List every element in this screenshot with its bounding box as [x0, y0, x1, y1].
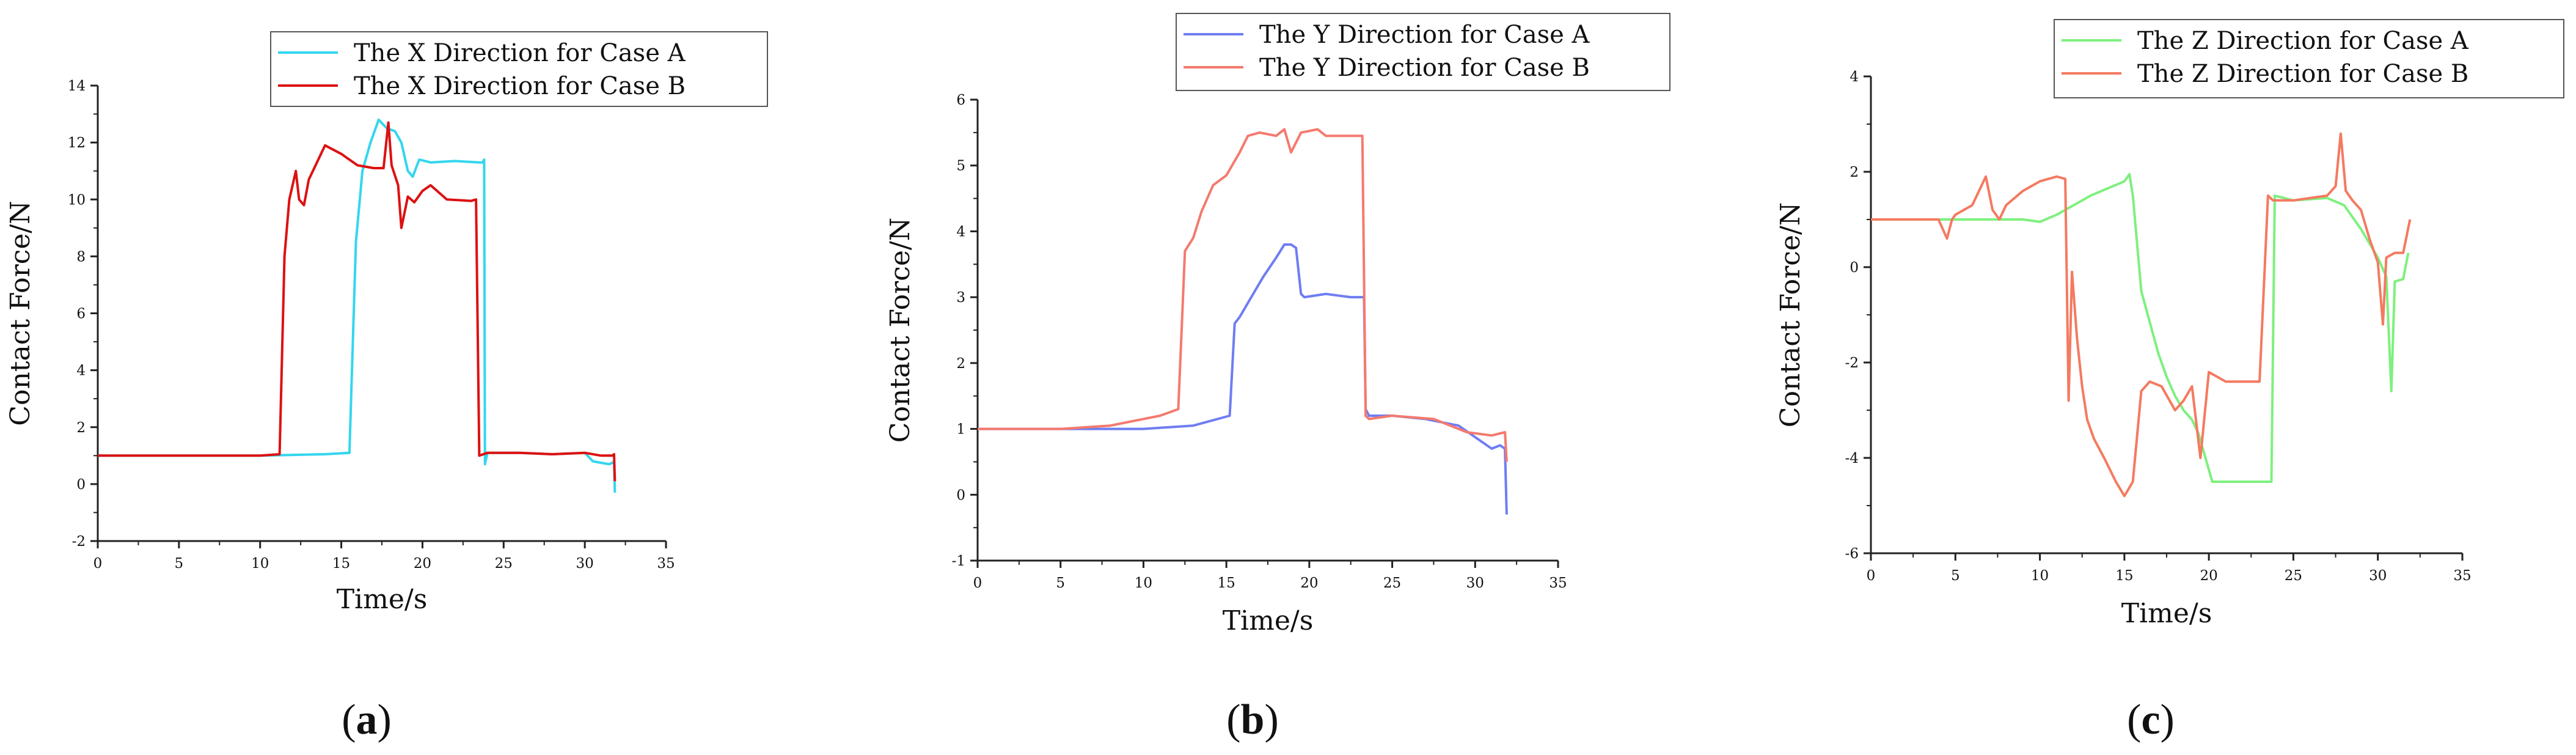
x-tick-label: 35 — [1549, 575, 1567, 591]
y-tick-label: -2 — [1845, 355, 1859, 371]
y-tick-label: 4 — [76, 363, 86, 379]
chart-c: -6 -4 -2 0 2 4 0 5 10 15 20 25 30 35 Time/s Contact For… — [1775, 19, 2564, 743]
x-tick-label: 0 — [1867, 568, 1876, 584]
series-line-case-b — [1871, 132, 2412, 498]
x-tick-label: 30 — [1466, 575, 1484, 591]
subfigure-caption: (b) — [1226, 696, 1279, 743]
x-tick-label: 20 — [414, 556, 431, 572]
x-tick-label: 15 — [2115, 568, 2133, 584]
y-tick-label: 2 — [1850, 164, 1859, 180]
legend-label: The X Direction for Case B — [354, 72, 686, 100]
y-tick-label: 5 — [956, 158, 965, 174]
x-axis-title: Time/s — [337, 584, 428, 615]
y-tick-label: 14 — [68, 78, 86, 94]
y-tick-label: 6 — [956, 92, 965, 108]
x-axis-title: Time/s — [1223, 605, 1314, 636]
legend-label: The Y Direction for Case A — [1259, 21, 1590, 49]
legend-label: The X Direction for Case A — [354, 39, 686, 67]
y-tick-label: 4 — [956, 224, 965, 240]
legend: The Y Direction for Case A The Y Directio… — [1176, 13, 1670, 91]
legend-label: The Y Direction for Case B — [1259, 54, 1590, 82]
x-tick-label: 20 — [2200, 568, 2218, 584]
subfigure-caption: (c) — [2127, 696, 2175, 743]
y-tick-label: 1 — [956, 422, 965, 438]
y-tick-label: -6 — [1845, 546, 1859, 562]
y-tick-label: 8 — [76, 249, 86, 265]
series-line-case-b — [98, 121, 617, 482]
x-tick-label: 30 — [576, 556, 594, 572]
y-tick-label: 3 — [956, 290, 965, 306]
series-line-case-b — [978, 128, 1508, 462]
x-tick-label: 15 — [1218, 575, 1235, 591]
x-tick-label: 0 — [93, 556, 103, 572]
x-tick-label: 35 — [2453, 568, 2471, 584]
x-tick-label: 5 — [1056, 575, 1065, 591]
legend-box — [1176, 13, 1670, 91]
subfigure-caption: (a) — [342, 696, 392, 743]
x-tick-label: 25 — [495, 556, 513, 572]
y-axis-title: Contact Force/N — [885, 218, 916, 443]
x-tick-label: 5 — [1951, 568, 1960, 584]
y-axis-title: Contact Force/N — [1775, 202, 1806, 427]
y-tick-label: 2 — [76, 420, 86, 436]
x-tick-label: 25 — [1383, 575, 1401, 591]
caption-letter: c — [2141, 696, 2160, 743]
series-line-case-a — [98, 118, 617, 493]
legend-label: The Z Direction for Case B — [2137, 60, 2468, 88]
legend-label: The Z Direction for Case A — [2137, 27, 2469, 55]
x-tick-label: 5 — [175, 556, 184, 572]
chart-b: -1 0 1 2 3 4 5 6 0 5 10 15 20 25 30 35 Time/s Contact For… — [885, 13, 1670, 743]
y-tick-label: 12 — [68, 135, 86, 151]
legend-box — [270, 31, 768, 107]
x-tick-label: 30 — [2369, 568, 2387, 584]
y-tick-label: -2 — [72, 534, 86, 550]
y-axis-title: Contact Force/N — [5, 201, 36, 425]
x-tick-label: 15 — [332, 556, 350, 572]
y-tick-label: 4 — [1850, 69, 1859, 85]
x-tick-label: 20 — [1300, 575, 1318, 591]
x-tick-label: 25 — [2285, 568, 2302, 584]
caption-letter: a — [356, 696, 378, 743]
legend-box — [2054, 19, 2564, 98]
y-tick-label: 0 — [956, 487, 965, 503]
y-tick-label: 10 — [68, 192, 86, 208]
y-tick-label: 6 — [76, 306, 86, 322]
x-tick-label: 10 — [1135, 575, 1152, 591]
x-tick-label: 0 — [973, 575, 982, 591]
series-line-case-a — [978, 243, 1508, 515]
y-tick-label: -4 — [1845, 451, 1859, 466]
legend: The X Direction for Case A The X Directio… — [270, 31, 768, 107]
legend: The Z Direction for Case A The Z Directio… — [2054, 19, 2564, 98]
x-tick-label: 10 — [251, 556, 269, 572]
x-tick-label: 35 — [657, 556, 675, 572]
y-tick-label: 0 — [76, 477, 86, 493]
x-axis-title: Time/s — [2121, 598, 2212, 629]
y-tick-label: -1 — [952, 553, 965, 569]
y-tick-label: 2 — [956, 356, 965, 372]
chart-a: -2 0 2 4 6 8 10 12 14 0 5 10 15 20 25 30 35 Time/s Contact… — [5, 31, 768, 743]
y-tick-label: 0 — [1850, 260, 1859, 276]
x-tick-label: 10 — [2031, 568, 2049, 584]
caption-letter: b — [1241, 696, 1265, 743]
